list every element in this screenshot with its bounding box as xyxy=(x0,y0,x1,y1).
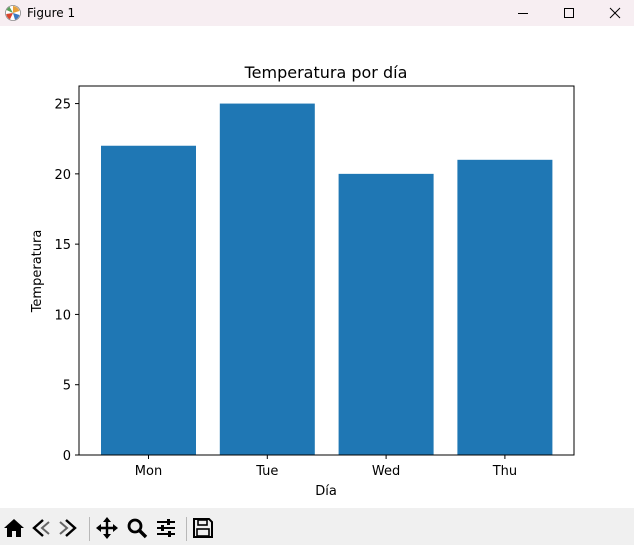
y-tick-label: 20 xyxy=(54,168,71,183)
zoom-button[interactable] xyxy=(126,517,148,539)
bar-mon xyxy=(101,145,196,455)
x-tick-label: Wed xyxy=(372,464,400,479)
chart-title: Temperatura por día xyxy=(244,63,408,82)
back-button[interactable] xyxy=(30,517,52,539)
forward-button[interactable] xyxy=(57,517,79,539)
y-tick-label: 10 xyxy=(54,308,71,323)
maximize-icon xyxy=(564,8,574,18)
maximize-button[interactable] xyxy=(546,0,592,26)
home-button[interactable] xyxy=(3,517,25,539)
forward-arrow-icon xyxy=(59,519,77,537)
save-button[interactable] xyxy=(192,517,214,539)
x-tick-label: Thu xyxy=(492,464,517,479)
pan-icon xyxy=(96,517,118,539)
close-icon xyxy=(609,7,621,19)
zoom-icon xyxy=(127,518,148,539)
configure-subplots-button[interactable] xyxy=(155,517,177,539)
matplotlib-app-icon xyxy=(4,4,22,22)
toolbar-separator xyxy=(89,517,90,541)
minimize-icon xyxy=(518,13,528,14)
x-axis-label: Día xyxy=(315,484,337,499)
y-axis-label: Temperatura xyxy=(30,230,45,314)
save-icon xyxy=(193,518,213,538)
y-tick-label: 25 xyxy=(54,98,71,113)
pan-button[interactable] xyxy=(96,517,118,539)
y-tick-label: 5 xyxy=(63,379,71,394)
configure-subplots-icon xyxy=(157,519,175,537)
window-title: Figure 1 xyxy=(27,6,76,20)
y-tick-label: 0 xyxy=(63,449,71,464)
y-tick-label: 15 xyxy=(54,238,71,253)
close-button[interactable] xyxy=(592,0,634,26)
toolbar-separator xyxy=(186,517,187,541)
bar-chart: Temperatura por día Mon Tue Wed Thu 0 5 10 15 20… xyxy=(30,63,575,499)
bar-thu xyxy=(457,159,553,456)
minimize-button[interactable] xyxy=(500,0,546,26)
window-title-bar: Figure 1 xyxy=(0,0,634,26)
bar-tue xyxy=(219,103,315,456)
back-arrow-icon xyxy=(32,519,50,537)
bar-wed xyxy=(338,173,434,455)
navigation-toolbar xyxy=(0,508,634,545)
axes-frame xyxy=(78,85,575,456)
x-tick-label: Mon xyxy=(135,464,162,479)
home-icon xyxy=(4,519,24,537)
figure-canvas[interactable]: Temperatura por día Mon Tue Wed Thu 0 5 10 15 20… xyxy=(0,26,634,508)
x-tick-label: Tue xyxy=(255,464,278,479)
